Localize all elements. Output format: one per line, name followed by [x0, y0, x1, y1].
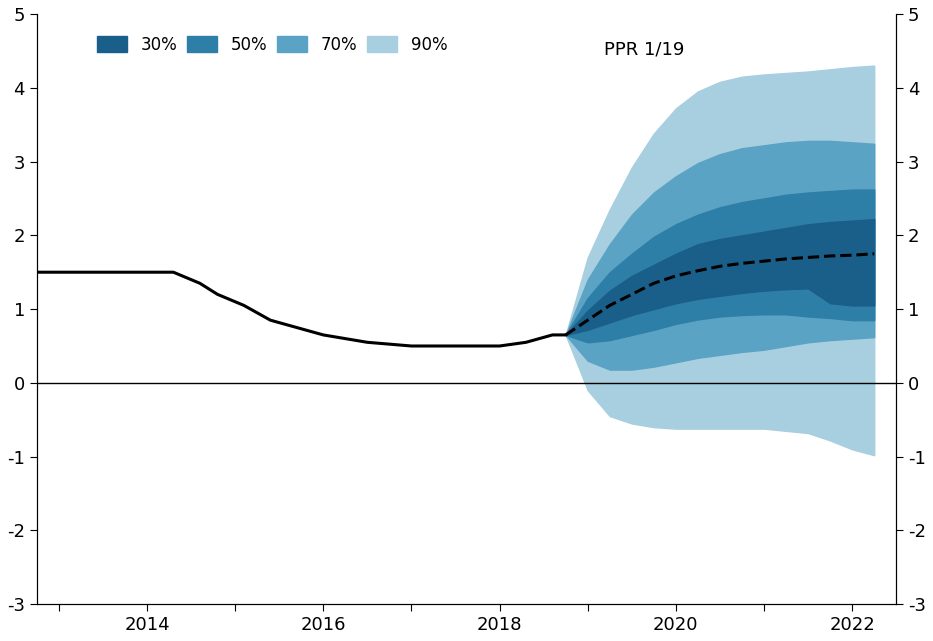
- Text: PPR 1/19: PPR 1/19: [604, 40, 685, 58]
- Legend: 30%, 50%, 70%, 90%: 30%, 50%, 70%, 90%: [92, 31, 453, 59]
